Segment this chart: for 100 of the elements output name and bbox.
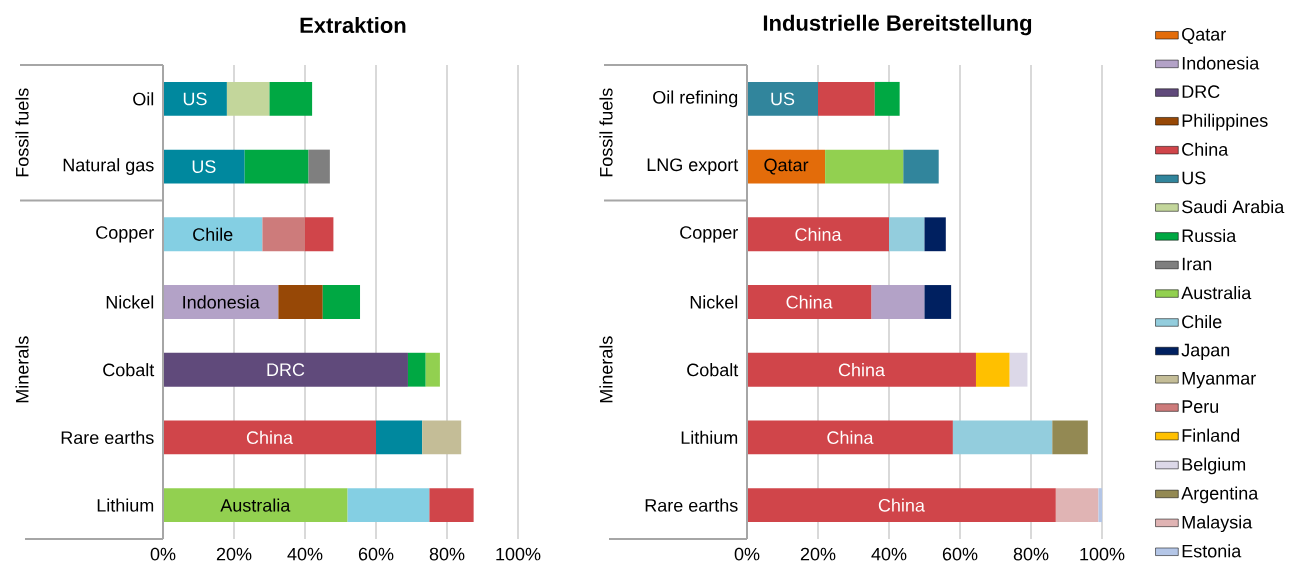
chart-title: Extraktion [300,16,406,34]
y-tick-label: Lithium [97,498,154,512]
data-label: China [786,295,833,309]
legend-label: Philippines [1182,113,1268,131]
legend-label: Russia [1182,228,1237,243]
legend-label: Indonesia [1182,56,1260,70]
legend-label: Malaysia [1182,515,1253,533]
x-tick-label: 20% [216,547,252,561]
bar [244,149,309,184]
bar [924,217,946,252]
legend-label: Japan [1181,343,1230,360]
bar [1052,420,1088,455]
data-label: Qatar [764,158,809,175]
data-label: China [827,430,874,445]
bar [903,149,939,184]
text: Minerals [15,336,29,403]
bar [163,149,245,184]
data-label: Chile [193,227,233,241]
data-label: China [795,227,842,241]
legend-label: Estonia [1182,544,1242,558]
bar [376,420,423,455]
bar [871,285,925,319]
legend-label: Argentina [1181,486,1259,504]
y-tick-label: Cobalt [103,363,155,377]
bar [322,285,361,319]
x-tick-label: 100% [496,547,541,561]
text: Minerals [599,336,613,403]
bar [163,352,408,387]
bar [163,420,377,455]
legend-label: China [1182,142,1229,156]
data-label: Australia [220,498,291,512]
bar [1009,352,1028,387]
x-tick-label: 60% [942,547,978,561]
bar [818,81,875,116]
bar [163,285,279,319]
bar [874,81,900,116]
bar [747,488,1056,523]
bar [924,285,952,319]
bar [825,149,904,184]
data-label: China [246,430,294,445]
bar [226,81,270,116]
y-tick-label: Rare earths [645,498,738,512]
data-label: China [878,498,925,512]
legend-label: Iran [1182,257,1212,271]
bar [269,81,313,116]
data-label: US [192,160,216,173]
x-tick-label: 100% [1080,547,1125,561]
legend-label: Myanmar [1182,372,1256,389]
legend-label: Peru [1182,400,1219,413]
y-tick-label: Oil refining [653,90,738,108]
y-tick-label: Oil [133,92,154,106]
legend-label: US [1182,171,1206,185]
y-tick-label: Natural gas [63,158,154,175]
data-label: Indonesia [183,295,260,309]
text: Fossil fuels [15,88,29,177]
bar [1055,488,1099,523]
bar [422,420,462,455]
data-label: China [838,363,885,377]
bar [747,352,976,387]
bar [975,352,1010,387]
x-tick-label: 40% [287,547,323,561]
bar [889,217,925,252]
bar [407,352,426,387]
bar [278,285,323,319]
bar [262,217,306,252]
x-tick-label: 0% [734,547,760,561]
data-label: US [771,92,795,106]
bar [1098,488,1102,523]
legend-label: Belgium [1182,457,1246,475]
bar [429,488,474,523]
bar [425,352,440,387]
x-tick-label: 80% [429,547,465,561]
legend-label: Chile [1182,314,1222,329]
x-tick-label: 80% [1013,547,1049,561]
legend-label: DRC [1182,85,1220,99]
y-tick-label: Lithium [681,430,738,445]
data-label: US [183,92,207,106]
x-tick-label: 0% [150,547,176,561]
y-tick-label: Copper [680,226,738,243]
y-tick-label: LNG export [647,158,739,175]
x-tick-label: 60% [358,547,394,561]
data-label: DRC [267,363,305,377]
bar [747,420,953,455]
bar [305,217,334,252]
bar [747,217,889,252]
legend-label: Australia [1181,286,1252,300]
bar [308,149,330,184]
bar [747,81,818,116]
y-tick-label: Nickel [106,295,154,309]
legend-label: Qatar [1182,27,1226,44]
x-tick-label: 40% [871,547,907,561]
x-tick-label: 20% [800,547,836,561]
y-tick-label: Rare earths [61,430,154,445]
bar [163,217,263,252]
y-tick-label: Cobalt [687,363,739,377]
bar [347,488,430,523]
y-tick-label: Nickel [690,295,738,309]
bar [163,488,348,523]
bar [747,285,872,319]
bar [163,81,227,116]
